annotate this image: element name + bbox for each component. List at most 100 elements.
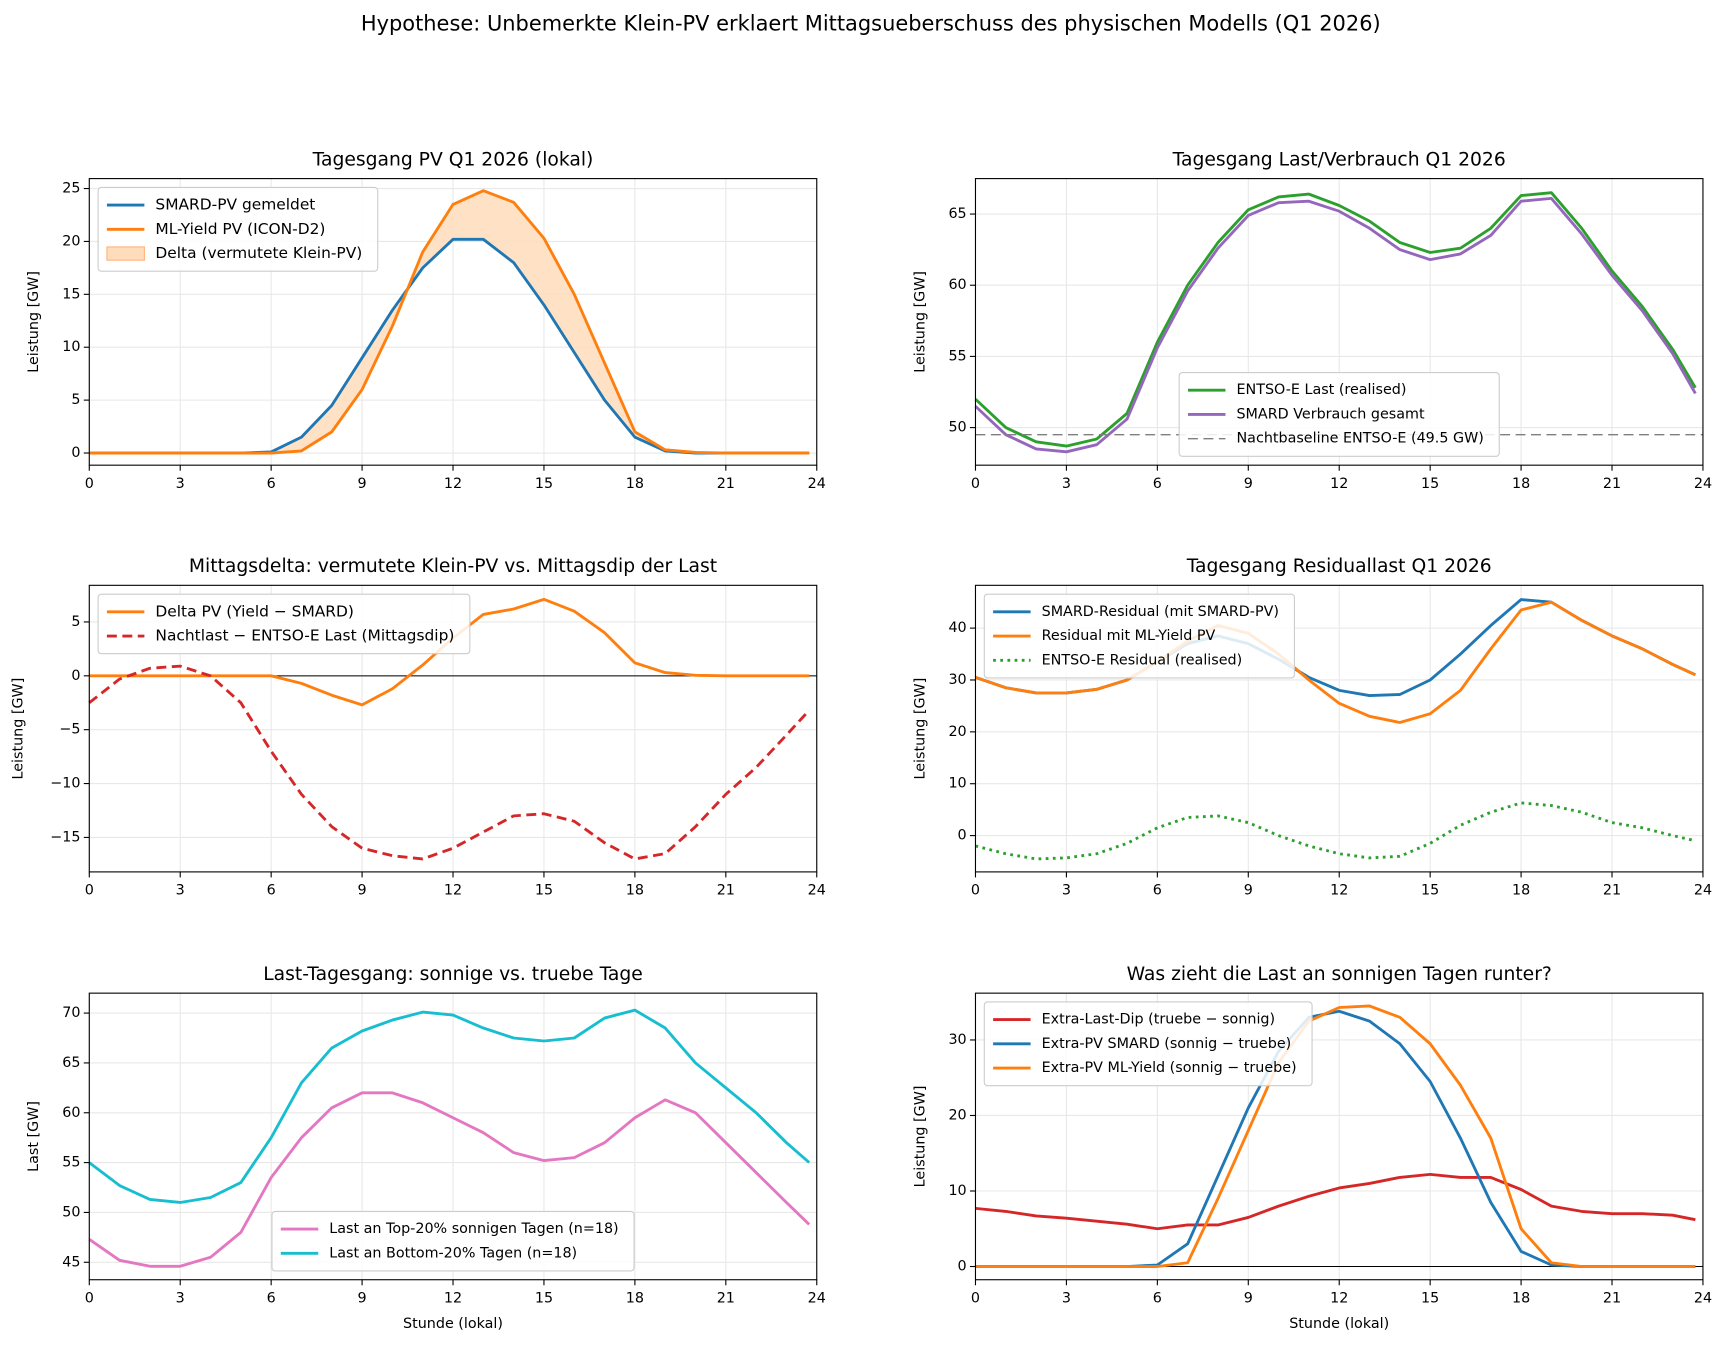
y-axis-label: Leistung [GW] xyxy=(912,1086,928,1188)
legend-frame xyxy=(983,593,1295,679)
y-tick-label: 0 xyxy=(71,445,80,461)
subplot: 0 3 6 9 12 15 18 21 24 −15 −10 −5 0 5 Mittagsdelta: ve… xyxy=(11,556,826,899)
x-tick-label: 3 xyxy=(176,476,185,492)
x-tick-label: 21 xyxy=(717,883,735,899)
x-tick-label: 24 xyxy=(808,1290,826,1306)
x-tick-label: 21 xyxy=(717,1290,735,1306)
y-tick-label: −5 xyxy=(59,722,80,738)
subplot: 0 3 6 9 12 15 18 21 24 50 55 60 65 Tagesgang Last/Ver… xyxy=(912,149,1712,492)
x-tick-label: 15 xyxy=(535,1290,553,1306)
x-tick-label: 3 xyxy=(1062,476,1071,492)
legend-label: Delta PV (Yield − SMARD) xyxy=(155,602,354,620)
y-tick-label: 70 xyxy=(62,1005,80,1021)
series-line xyxy=(974,196,1697,454)
legend-label: SMARD Verbrauch gesamt xyxy=(1236,406,1424,422)
subplot: 0 3 6 9 12 15 18 21 24 45 50 55 60 65 70 Last-Tagesgang… xyxy=(26,964,826,1332)
subplot: 0 3 6 9 12 15 18 21 24 0 10 20 30 Was zieht die Last … xyxy=(912,964,1712,1332)
plot-frame xyxy=(88,178,818,466)
y-axis-label: Last [GW] xyxy=(26,1101,42,1172)
series-line xyxy=(974,191,1697,448)
plot-frame xyxy=(974,178,1704,466)
x-tick-label: 6 xyxy=(1153,883,1162,899)
series-line xyxy=(88,1008,811,1204)
plot-frame xyxy=(974,992,1704,1281)
legend-frame xyxy=(1178,372,1500,457)
plot-frame xyxy=(88,584,818,873)
x-tick-label: 21 xyxy=(1603,1290,1621,1306)
legend: Last an Top-20% sonnigen Tagen (n=18) Las… xyxy=(271,1210,635,1272)
x-tick-label: 3 xyxy=(176,883,185,899)
x-tick-label: 6 xyxy=(267,1290,276,1306)
x-tick-label: 0 xyxy=(85,883,94,899)
subplot-title: Tagesgang PV Q1 2026 (lokal) xyxy=(312,149,594,170)
x-axis-label: Stunde (lokal) xyxy=(403,1316,503,1332)
series-line xyxy=(975,600,1696,724)
subplot-title: Tagesgang Last/Verbrauch Q1 2026 xyxy=(1172,149,1506,170)
x-tick-label: 24 xyxy=(808,476,826,492)
y-tick-label: 55 xyxy=(62,1155,80,1171)
x-tick-label: 12 xyxy=(444,476,462,492)
y-tick-label: −15 xyxy=(50,829,80,845)
series-line xyxy=(89,189,810,455)
y-tick-label: 10 xyxy=(948,776,966,792)
subplot-title: Mittagsdelta: vermutete Klein-PV vs. Mit… xyxy=(189,556,717,577)
subplot-title: Last-Tagesgang: sonnige vs. truebe Tage xyxy=(263,964,643,985)
y-tick-label: 0 xyxy=(958,1259,967,1275)
y-tick-label: 45 xyxy=(62,1254,80,1270)
x-tick-label: 21 xyxy=(1603,883,1621,899)
x-tick-label: 18 xyxy=(1512,883,1530,899)
x-tick-label: 3 xyxy=(1062,1290,1071,1306)
x-tick-label: 6 xyxy=(267,883,276,899)
x-tick-label: 24 xyxy=(1694,1290,1712,1306)
legend-frame xyxy=(97,186,379,272)
x-axis-label: Stunde (lokal) xyxy=(1289,1316,1389,1332)
x-tick-label: 9 xyxy=(358,1290,367,1306)
x-tick-label: 12 xyxy=(1330,1290,1348,1306)
subplot: 0 3 6 9 12 15 18 21 24 0 10 20 30 40 Tagesgang Residua… xyxy=(912,556,1712,899)
y-tick-label: 20 xyxy=(62,233,80,249)
legend: SMARD-PV gemeldet ML-Yield PV (ICON-D2) De… xyxy=(97,186,379,272)
legend-label: ENTSO-E Residual (realised) xyxy=(1042,652,1243,668)
x-tick-label: 0 xyxy=(971,883,980,899)
legend-label: ML-Yield PV (ICON-D2) xyxy=(155,220,325,238)
series-line xyxy=(975,1172,1696,1231)
legend-label: Extra-Last-Dip (truebe − sonnig) xyxy=(1042,1012,1276,1028)
x-tick-label: 12 xyxy=(444,883,462,899)
legend-label: Nachtbaseline ENTSO-E (49.5 GW) xyxy=(1236,431,1483,447)
x-tick-label: 12 xyxy=(444,1290,462,1306)
y-tick-label: 40 xyxy=(948,620,966,636)
legend-frame xyxy=(983,1001,1313,1087)
x-tick-label: 18 xyxy=(626,883,644,899)
x-tick-label: 15 xyxy=(1421,476,1439,492)
y-tick-label: 30 xyxy=(948,672,966,688)
x-tick-label: 9 xyxy=(1244,476,1253,492)
x-tick-label: 12 xyxy=(1330,883,1348,899)
figure-title: Hypothese: Unbemerkte Klein-PV erklaert … xyxy=(361,11,1381,35)
legend-frame xyxy=(97,593,471,655)
x-tick-label: 15 xyxy=(535,883,553,899)
legend-swatch xyxy=(106,246,145,261)
x-tick-label: 12 xyxy=(1330,476,1348,492)
legend-label: Last an Top-20% sonnigen Tagen (n=18) xyxy=(329,1221,618,1237)
x-tick-label: 6 xyxy=(267,476,276,492)
y-tick-label: 60 xyxy=(62,1105,80,1121)
x-tick-label: 15 xyxy=(1421,883,1439,899)
y-tick-label: 60 xyxy=(948,277,966,293)
legend-label: SMARD-Residual (mit SMARD-PV) xyxy=(1042,604,1279,620)
x-tick-label: 9 xyxy=(1244,883,1253,899)
y-tick-label: 5 xyxy=(71,614,80,630)
x-tick-label: 15 xyxy=(535,476,553,492)
y-axis-label: Leistung [GW] xyxy=(912,678,928,780)
legend-frame xyxy=(271,1210,635,1272)
y-tick-label: 30 xyxy=(948,1032,966,1048)
y-tick-label: 15 xyxy=(62,286,80,302)
y-tick-label: 10 xyxy=(948,1183,966,1199)
legend-label: Nachtlast − ENTSO-E Last (Mittagsdip) xyxy=(155,627,454,645)
legend-label: SMARD-PV gemeldet xyxy=(155,196,315,214)
legend-label: Extra-PV SMARD (sonnig − truebe) xyxy=(1042,1036,1292,1052)
y-tick-label: 50 xyxy=(948,420,966,436)
y-tick-label: 5 xyxy=(71,392,80,408)
series-line xyxy=(975,1004,1696,1268)
y-tick-label: 50 xyxy=(62,1204,80,1220)
x-tick-label: 9 xyxy=(358,476,367,492)
